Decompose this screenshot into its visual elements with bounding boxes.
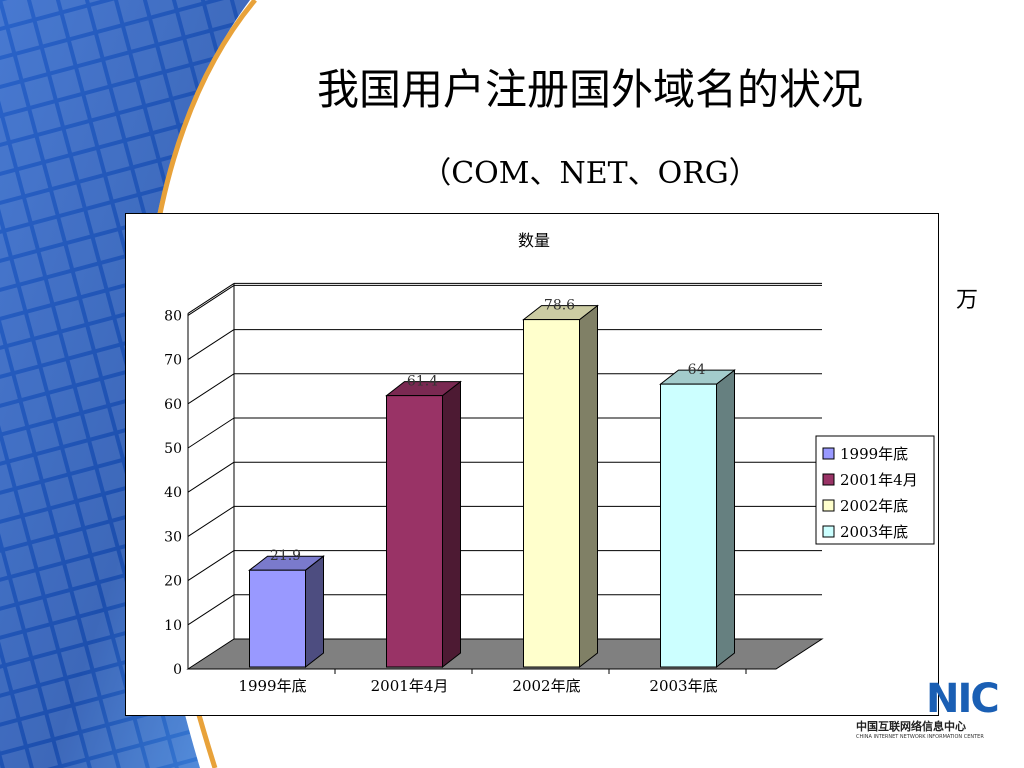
grid-depth-line [187,329,235,361]
bar-front [660,383,717,668]
chart-frame: 0 10 20 30 40 50 60 70 80 数量 21.9 1999年底 61.4 2001年4月… [125,213,939,716]
data-label: 64 [688,362,706,378]
y-tick-label: 30 [164,529,182,545]
bar-2 [385,380,462,669]
bar-side [305,555,324,669]
y-tick-label: 50 [164,441,182,457]
bar-1 [248,555,325,669]
x-tick-label: 2003年底 [649,677,717,695]
chart-title: 数量 [518,231,550,250]
legend-label: 2001年4月 [840,471,918,489]
grid-depth-line [187,505,235,537]
y-tick-label: 40 [164,485,182,501]
bar-front [386,395,443,668]
slide-title: 我国用户注册国外域名的状况 [316,65,863,114]
legend-label: 2003年底 [840,523,908,541]
data-label: 61.4 [407,374,438,390]
logo-name-cn: 中国互联网络信息中心 [856,720,966,733]
unit-label: 万 [956,288,979,313]
bar-4 [659,369,736,669]
data-label: 78.6 [544,298,575,314]
logo-mark: NIC [926,676,1000,722]
y-tick-label: 80 [164,308,182,324]
bar-side [716,369,735,669]
x-tick-label: 2002年底 [512,677,580,695]
y-tick-label: 60 [164,397,182,413]
legend-swatch [822,447,835,460]
slide-subtitle: （COM、NET、ORG） [421,156,759,191]
x-tick-label: 2001年4月 [371,677,449,695]
grid-depth-line [187,594,235,626]
grid-depth-line [187,417,235,449]
bar-front [249,569,306,668]
legend-label: 2002年底 [840,497,908,515]
bar-side [442,380,461,669]
logo-name-en: CHINA INTERNET NETWORK INFORMATION CENTE… [856,734,984,740]
grid-depth-line [187,461,235,493]
bar-chart: 0 10 20 30 40 50 60 70 80 数量 21.9 1999年底 61.4 2001年4月… [164,231,935,695]
cnnic-logo: NIC 中国互联网络信息中心 CHINA INTERNET NETWORK IN… [846,676,1016,746]
grid-depth-line [187,284,235,316]
legend-swatch [822,499,835,512]
y-tick-label: 10 [164,618,182,634]
data-label: 21.9 [270,548,301,564]
grid-depth-line [187,373,235,405]
legend-label: 1999年底 [840,445,908,463]
bar-front [523,319,580,668]
grid-depth-line [187,282,235,314]
y-tick-label: 70 [164,353,182,369]
legend-swatch [822,525,835,538]
bar-3 [522,304,599,669]
legend [815,435,935,545]
x-tick-label: 1999年底 [238,677,306,695]
legend-swatch [822,473,835,486]
y-tick-label: 0 [173,662,182,678]
grid-depth-line [187,550,235,582]
y-tick-label: 20 [164,574,182,590]
bar-side [579,304,598,669]
